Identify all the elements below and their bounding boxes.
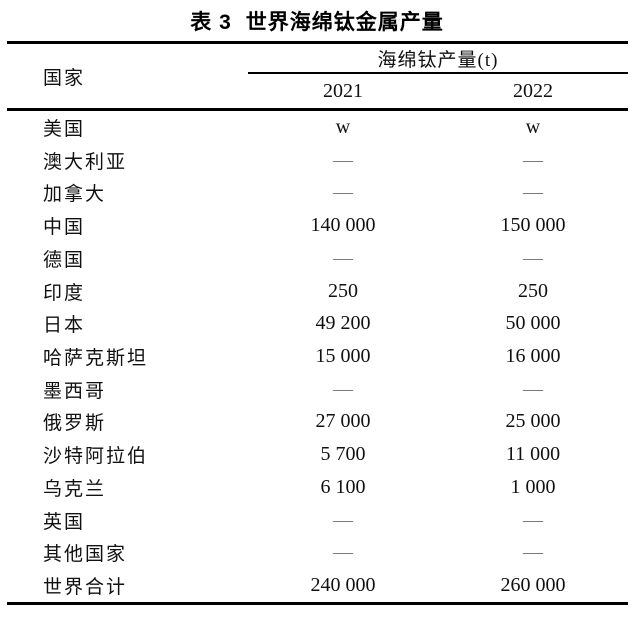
value-2021-cell: 6 100 xyxy=(320,475,366,498)
table-row: 澳大利亚 — — xyxy=(7,144,628,177)
table-number-label: 表 3 xyxy=(190,11,232,34)
country-cell: 乌克兰 xyxy=(43,478,107,500)
table-row: 世界合计 240 000 260 000 xyxy=(7,569,628,602)
value-2021-cell: — xyxy=(333,508,353,531)
value-2021-cell: 27 000 xyxy=(315,410,371,433)
country-cell: 印度 xyxy=(43,282,86,304)
table-title-text: 世界海绵钛金属产量 xyxy=(245,11,444,34)
value-2021-cell: w xyxy=(335,115,351,138)
value-2022-cell: — xyxy=(523,377,543,400)
value-2022-cell: — xyxy=(523,508,543,531)
country-cell: 美国 xyxy=(43,118,86,140)
country-cell: 澳大利亚 xyxy=(43,151,128,173)
value-2022-cell: — xyxy=(523,246,543,269)
year-header-2022: 2022 xyxy=(513,79,553,102)
table-row: 英国 — — xyxy=(7,504,628,537)
value-2022-cell: 250 xyxy=(518,279,548,302)
table-row: 美国 w w xyxy=(7,111,628,144)
value-2021-cell: 240 000 xyxy=(310,574,376,597)
country-cell: 其他国家 xyxy=(43,544,128,566)
value-2021-cell: 15 000 xyxy=(315,345,371,367)
value-2022-cell: 11 000 xyxy=(505,443,561,466)
value-2022-cell: — xyxy=(523,541,543,564)
table-row: 哈萨克斯坦 15 000 16 000 xyxy=(7,340,628,373)
table-top-rule xyxy=(7,41,628,44)
value-2021-cell: 49 200 xyxy=(315,312,371,335)
table-row: 加拿大 — — xyxy=(7,176,628,209)
country-cell: 日本 xyxy=(43,315,86,337)
table-row: 沙特阿拉伯 5 700 11 000 xyxy=(7,438,628,471)
year-header-row: 2021 2022 xyxy=(248,74,628,108)
value-2021-cell: 5 700 xyxy=(320,443,366,466)
production-header-group: 海绵钛产量(t) 2021 2022 xyxy=(248,44,628,108)
table-row: 德国 — — xyxy=(7,242,628,275)
country-cell: 哈萨克斯坦 xyxy=(43,348,149,369)
value-2022-cell: 150 000 xyxy=(500,214,566,237)
table-row: 日本 49 200 50 000 xyxy=(7,307,628,340)
value-2021-cell: — xyxy=(333,377,353,400)
value-2022-cell: 16 000 xyxy=(505,345,561,367)
value-2021-cell: — xyxy=(333,148,353,171)
header-bottom-rule xyxy=(7,108,628,111)
value-2021-cell: — xyxy=(333,246,353,269)
country-cell: 沙特阿拉伯 xyxy=(43,446,149,468)
span-column-header: 海绵钛产量(t) xyxy=(377,49,499,71)
country-cell: 英国 xyxy=(43,511,86,533)
year-header-2021: 2021 xyxy=(323,79,363,102)
value-2021-cell: 250 xyxy=(328,279,358,302)
value-2022-cell: 50 000 xyxy=(505,312,561,335)
table-row: 印度 250 250 xyxy=(7,275,628,308)
value-2022-cell: — xyxy=(523,148,543,171)
table-title: 表 3 世界海绵钛金属产量 xyxy=(0,6,634,36)
table-row: 乌克兰 6 100 1 000 xyxy=(7,471,628,504)
table-row: 其他国家 — — xyxy=(7,537,628,570)
country-cell: 世界合计 xyxy=(43,577,128,599)
table-header: 国家 海绵钛产量(t) 2021 2022 xyxy=(7,44,628,108)
table-row: 墨西哥 — — xyxy=(7,373,628,406)
value-2022-cell: 1 000 xyxy=(510,475,556,498)
value-2022-cell: 25 000 xyxy=(505,410,561,433)
country-cell: 墨西哥 xyxy=(43,380,107,402)
country-cell: 加拿大 xyxy=(43,184,107,206)
table-bottom-rule xyxy=(7,602,628,605)
table-row: 俄罗斯 27 000 25 000 xyxy=(7,406,628,439)
value-2022-cell: w xyxy=(525,115,541,138)
value-2021-cell: — xyxy=(333,181,353,204)
value-2021-cell: 140 000 xyxy=(310,214,376,237)
value-2021-cell: — xyxy=(333,541,353,564)
value-2022-cell: — xyxy=(523,181,543,204)
table-body: 美国 w w 澳大利亚 — — 加拿大 — — 中国 140 000 150 000 德国 — — 印度 250… xyxy=(7,111,628,602)
country-cell: 中国 xyxy=(43,217,86,239)
table-row: 中国 140 000 150 000 xyxy=(7,209,628,242)
country-cell: 德国 xyxy=(43,249,86,271)
country-column-header: 国家 xyxy=(43,67,86,89)
header-span-rule xyxy=(248,72,628,74)
country-cell: 俄罗斯 xyxy=(43,413,107,435)
value-2022-cell: 260 000 xyxy=(500,574,566,597)
